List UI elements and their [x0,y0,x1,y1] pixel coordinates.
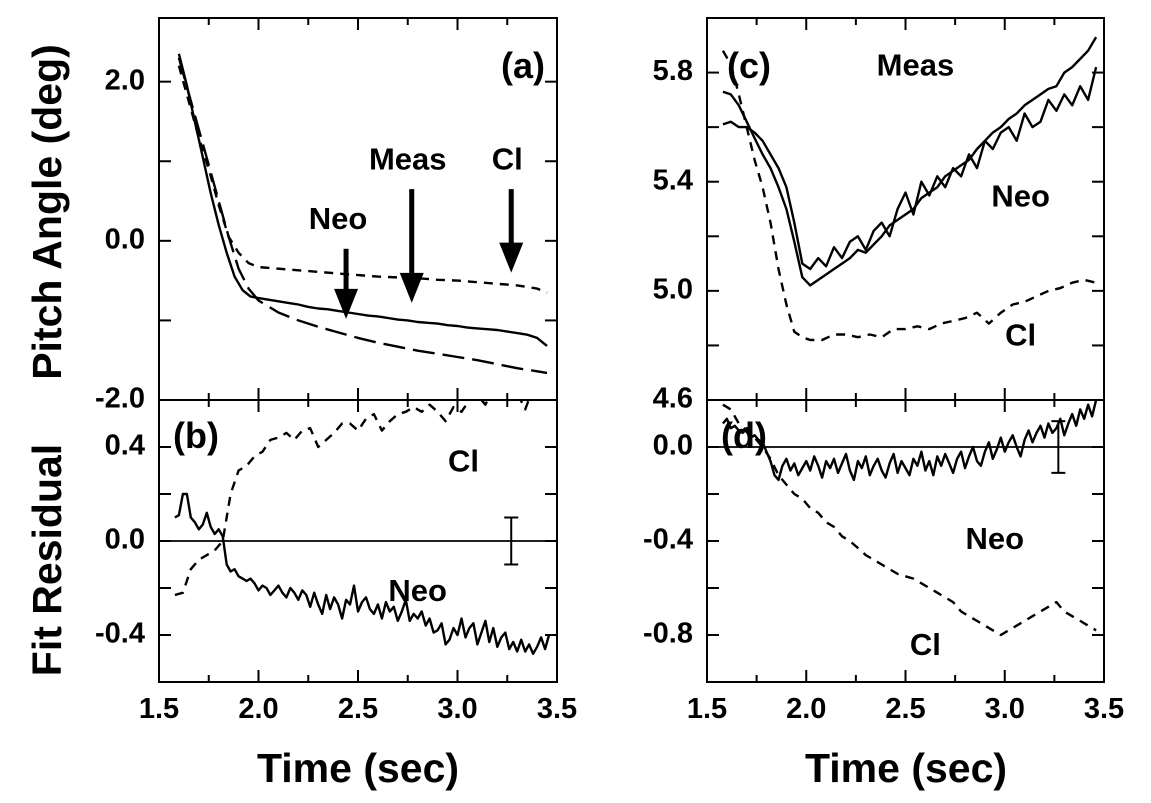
panel-d: -0.8 -0.4 0.0 1.5 2.0 2.5 3.0 3.5 Neo Cl (d) [643,400,1124,725]
y-tick-label: -2.0 [95,383,145,415]
series-line-cl [723,405,1096,635]
panel-label-a: (a) [501,45,545,86]
series-line-neo [723,400,1096,480]
annotation-cl: Cl [910,627,941,662]
y-tick-label: 2.0 [105,64,145,96]
series-line-meas [723,67,1096,269]
x-tick-label: 2.0 [786,693,826,725]
y-tick-label: 5.0 [653,274,693,306]
annotation-cl: Cl [1005,317,1036,352]
x-tick-label: 3.0 [985,693,1025,725]
series-line-cl [175,381,549,595]
panel-label-c: (c) [727,45,771,86]
x-tick-label: 3.5 [1084,693,1124,725]
series-line-0 [179,54,547,346]
annotation-cl: Cl [448,444,479,479]
x-axis-title-right: Time (sec) [805,745,1007,791]
annotation-neo: Neo [309,201,368,236]
x-tick-label: 1.5 [139,693,179,725]
y-axis-title-bottom: Fit Residual [24,444,70,676]
annotation-cl: Cl [492,141,523,176]
y-tick-label: 0.0 [105,223,145,255]
annotation-neo: Neo [991,178,1050,213]
y-tick-label: 5.8 [653,55,693,87]
annotation-meas: Meas [877,47,955,82]
arrow-head [400,273,424,303]
panel-b: -0.4 0.0 0.4 1.5 2.0 2.5 3.0 3.5 Cl Neo (b) [95,381,577,725]
panel-label-b: (b) [173,415,219,456]
x-tick-label: 1.5 [687,693,727,725]
x-axis-title-left: Time (sec) [257,745,459,791]
y-tick-label: -0.4 [643,524,693,556]
y-tick-label: 0.0 [653,430,693,462]
y-tick-label: -0.8 [643,618,693,650]
series-line-1 [179,66,547,293]
x-tick-label: 2.0 [238,693,278,725]
arrow-head [499,243,523,273]
annotation-meas: Meas [369,141,447,176]
x-tick-label: 3.0 [437,693,477,725]
y-tick-label: 0.4 [105,430,145,462]
y-tick-label: 5.4 [653,164,693,196]
y-tick-label: -0.4 [95,618,145,650]
x-tick-label: 3.5 [537,693,577,725]
x-tick-label: 2.5 [338,693,378,725]
y-tick-label: 4.6 [653,383,693,415]
annotation-neo: Neo [966,521,1025,556]
series-line-neo [175,494,549,654]
panel-label-d: (d) [721,415,767,456]
y-axis-title-top: Pitch Angle (deg) [24,44,70,380]
panel-c: 4.6 5.0 5.4 5.8 Meas Neo Cl (c) [653,18,1104,415]
y-tick-label: 0.0 [105,524,145,556]
x-tick-label: 2.5 [885,693,925,725]
annotation-neo: Neo [388,573,447,608]
